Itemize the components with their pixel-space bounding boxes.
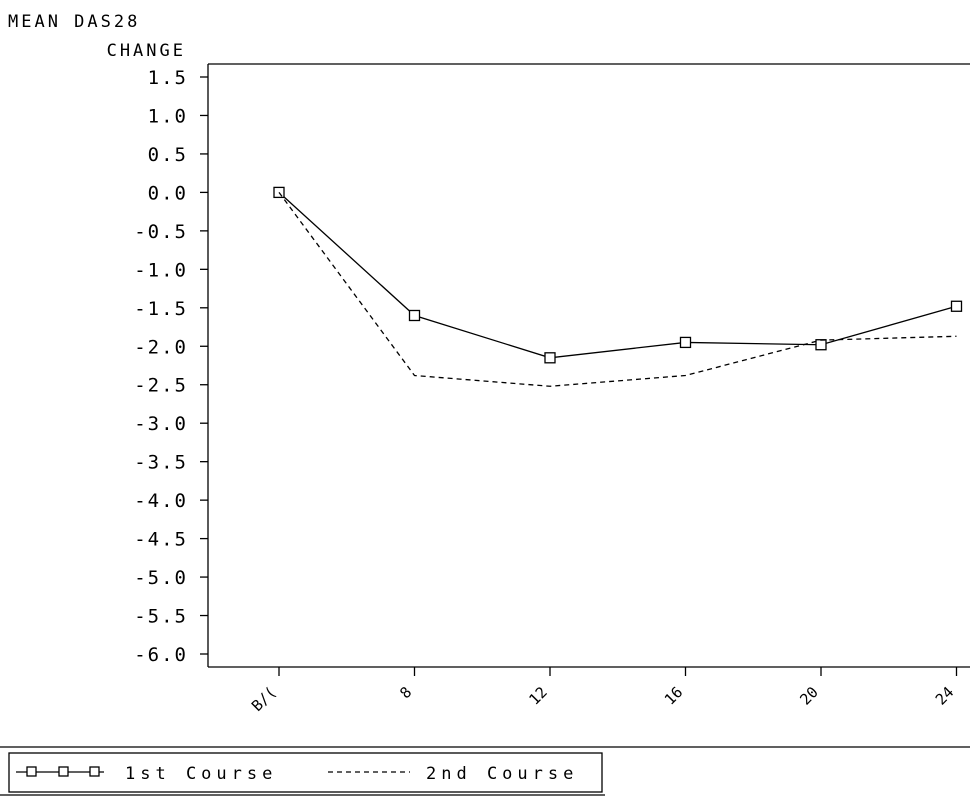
legend-item-1st-course: 1st Course (16, 764, 277, 784)
x-tick-label: 24 (932, 683, 958, 709)
y-axis: 1.5 1.0 0.5 0.0 -0.5 -1.0 -1.5 -2.0 -2.5 -3.0 -3.5… (134, 67, 208, 666)
x-tick-label: 12 (525, 683, 551, 709)
y-tick-label: -3.5 (134, 452, 188, 474)
y-tick-label: -3.0 (134, 413, 188, 435)
x-tick-label: 16 (661, 683, 687, 709)
legend-box (8, 752, 603, 793)
y-tick-label: 0.0 (148, 182, 188, 204)
legend: 1st Course 2nd Course (0, 746, 970, 796)
data-point-marker (544, 352, 556, 364)
y-tick-label: -1.5 (134, 298, 188, 320)
y-tick-label: -0.5 (134, 221, 188, 243)
series-line-1 (278, 191, 957, 359)
data-point-marker (679, 336, 692, 349)
y-tick-label: 1.5 (148, 67, 188, 89)
y-tick-label: 1.0 (148, 105, 188, 127)
y-axis-title-line-1: MEAN DAS28 (8, 12, 140, 32)
y-tick-label: -4.0 (134, 490, 188, 512)
y-tick-label: -5.5 (134, 606, 188, 628)
data-point-marker (950, 300, 963, 312)
series-layer (273, 186, 963, 387)
data-point-marker (408, 309, 421, 322)
x-tick-label: 20 (796, 683, 822, 709)
x-tick-label: 8 (396, 683, 415, 702)
y-tick-label: -1.0 (134, 259, 188, 281)
y-axis-title: MEAN DAS28 CHANGE (8, 12, 186, 61)
legend-item-2nd-course: 2nd Course (328, 764, 578, 784)
legend-marker-1 (26, 766, 37, 777)
x-axis: B/( 8 12 16 20 24 (248, 667, 957, 715)
legend-marker-2 (58, 766, 69, 777)
y-tick-label: -4.5 (134, 529, 188, 551)
legend-label-1st-course: 1st Course (125, 764, 277, 784)
data-point-marker (815, 339, 827, 351)
y-tick-label: -6.0 (134, 644, 188, 666)
legend-marker-3 (89, 766, 100, 777)
y-tick-label: -2.5 (134, 375, 188, 397)
y-tick-label: 0.5 (148, 144, 188, 166)
x-tick-label: B/( (248, 683, 280, 715)
legend-label-2nd-course: 2nd Course (426, 764, 578, 784)
y-axis-title-line-2: CHANGE (107, 41, 186, 61)
series-line-2 (278, 192, 957, 387)
y-tick-label: -5.0 (134, 567, 188, 589)
y-tick-label: -2.0 (134, 336, 188, 358)
